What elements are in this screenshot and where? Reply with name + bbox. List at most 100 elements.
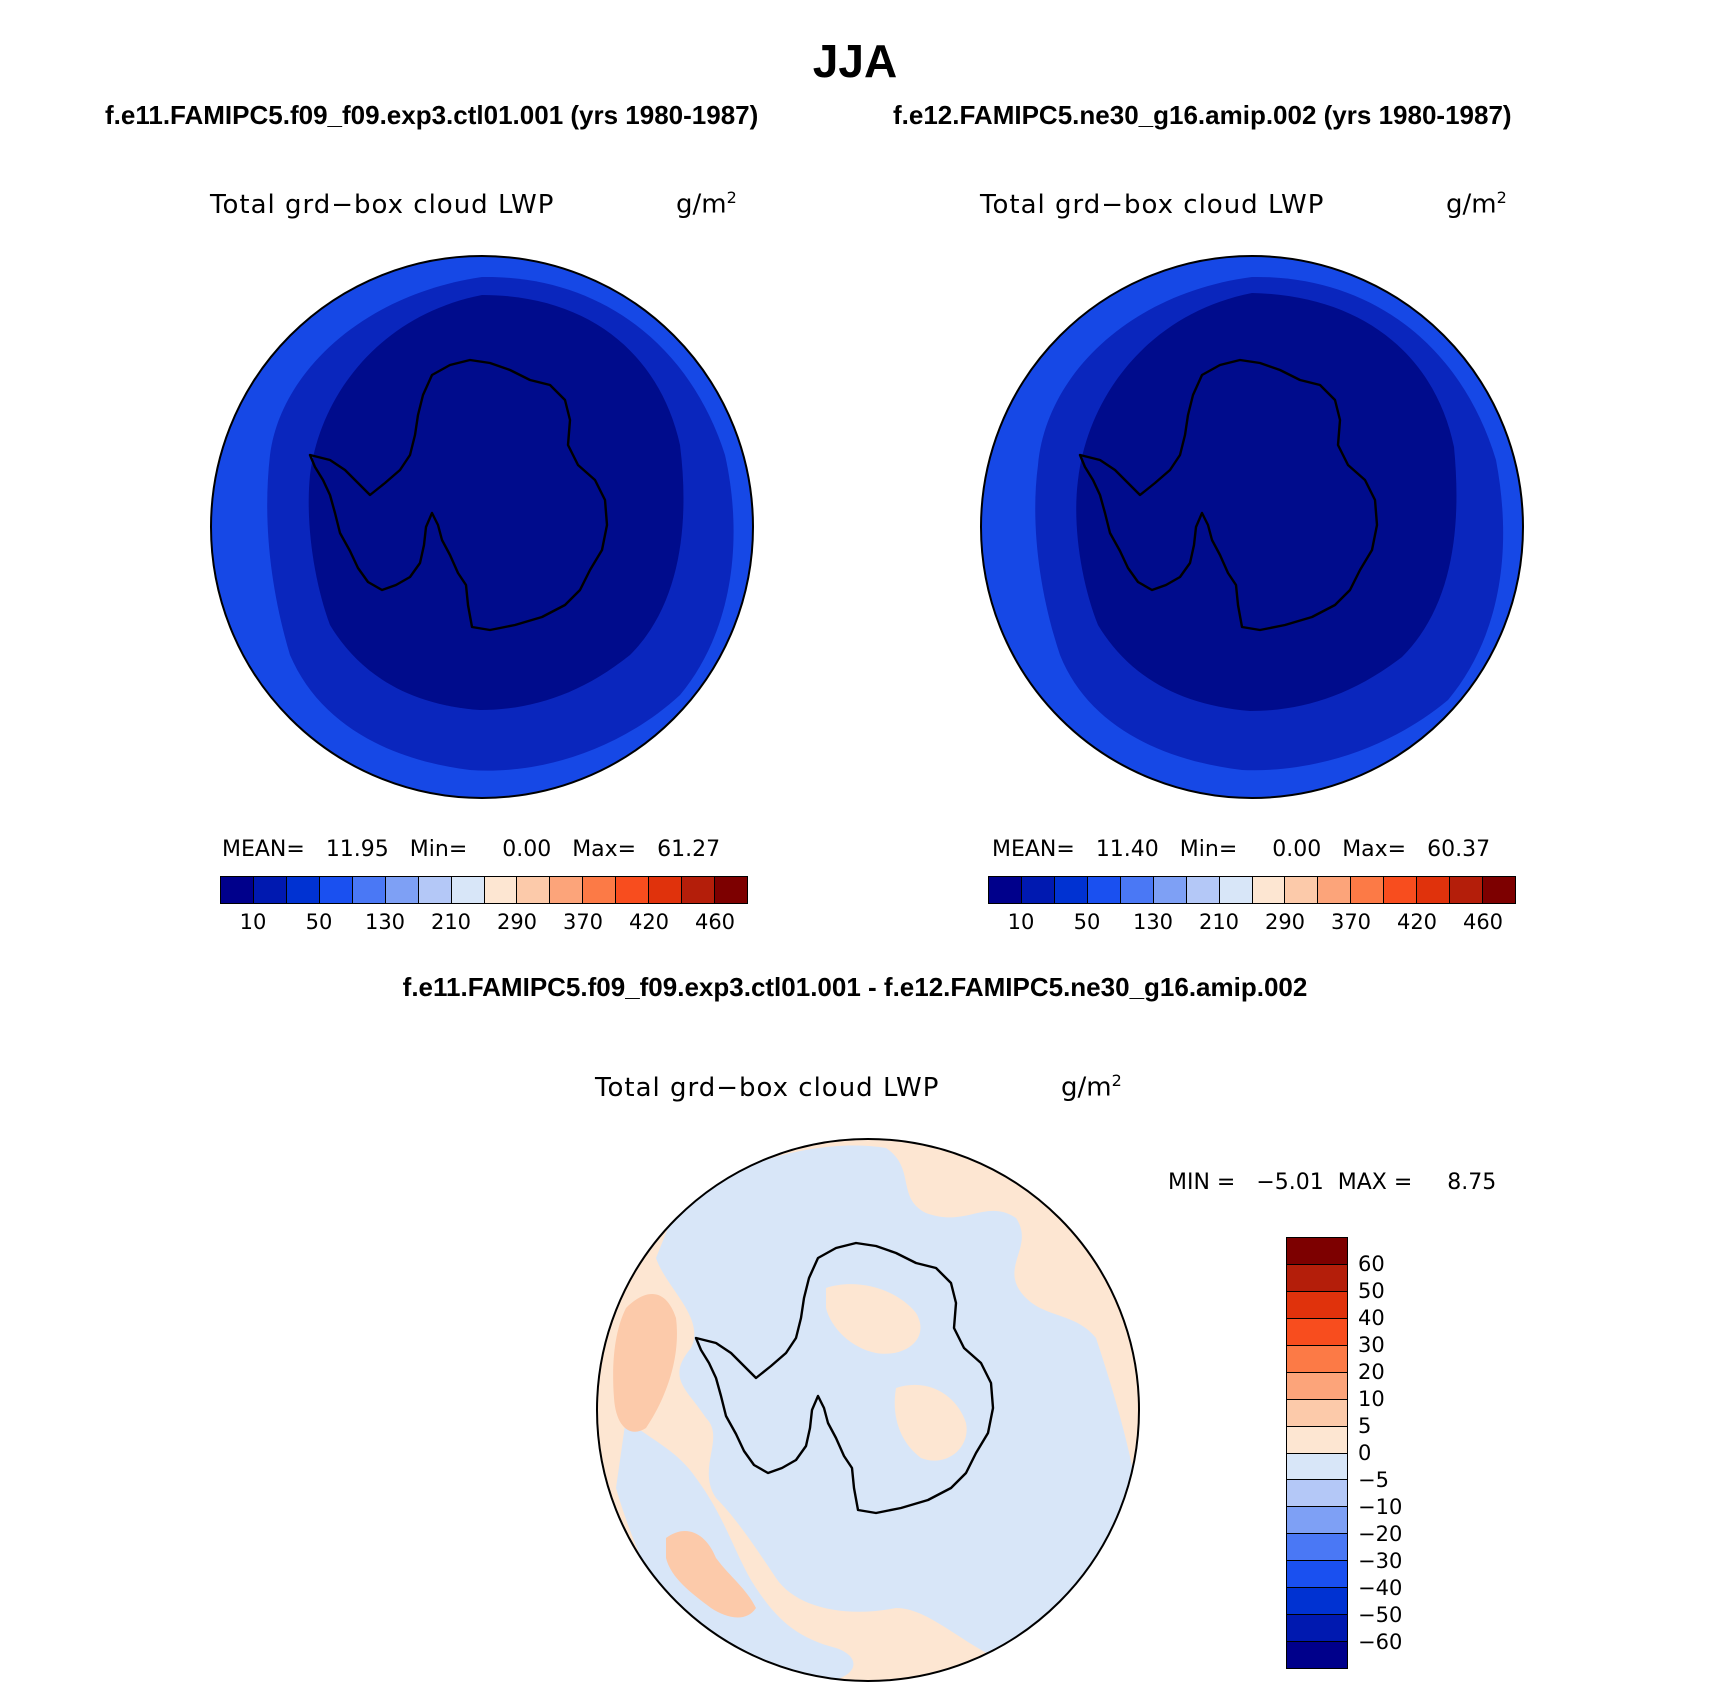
left-case-title: f.e11.FAMIPC5.f09_f09.exp3.ctl01.001 (yr… (105, 100, 759, 130)
colorbar-swatch (385, 877, 419, 903)
colorbar-label: 10 (1358, 1387, 1385, 1411)
colorbar-swatch (1252, 877, 1286, 903)
colorbar-swatch (418, 877, 452, 903)
left-unit-label: g/m2 (676, 188, 737, 220)
colorbar-swatch (1287, 1453, 1347, 1481)
colorbar-swatch (517, 877, 551, 903)
colorbar-swatch (1153, 877, 1187, 903)
colorbar-label: −20 (1358, 1522, 1403, 1546)
right-variable-label: Total grd−box cloud LWP (980, 190, 1325, 220)
colorbar-swatch (1351, 877, 1385, 903)
colorbar-label: 0 (1358, 1441, 1372, 1465)
diff-unit-label: g/m2 (1061, 1071, 1122, 1103)
colorbar-swatch (1087, 877, 1121, 903)
right-map (980, 255, 1524, 799)
difference-title: f.e11.FAMIPC5.f09_f09.exp3.ctl01.001 - f… (402, 972, 1308, 1002)
colorbar-swatch (1287, 1561, 1347, 1589)
colorbar-swatch (1287, 1372, 1347, 1400)
colorbar-label: −50 (1358, 1603, 1403, 1627)
colorbar-swatch (1021, 877, 1055, 903)
colorbar-label: 60 (1358, 1252, 1385, 1276)
colorbar-swatch (1285, 877, 1319, 903)
colorbar-label: 30 (1358, 1333, 1385, 1357)
colorbar-label: 210 (430, 910, 472, 934)
colorbar-swatch (352, 877, 386, 903)
colorbar-label: 420 (1396, 910, 1438, 934)
colorbar-swatch (1287, 1291, 1347, 1319)
colorbar-swatch (989, 877, 1022, 903)
colorbar-label: 290 (496, 910, 538, 934)
figure-title: JJA (812, 35, 898, 87)
colorbar-label: 130 (364, 910, 406, 934)
colorbar-swatch (1287, 1480, 1347, 1508)
colorbar-label: 210 (1198, 910, 1240, 934)
colorbar-swatch (616, 877, 650, 903)
colorbar-swatch (1287, 1399, 1347, 1427)
colorbar-swatch (1287, 1238, 1347, 1265)
left-colorbar (220, 876, 748, 904)
colorbar-label: 290 (1264, 910, 1306, 934)
colorbar-swatch (550, 877, 584, 903)
colorbar-label: 460 (1462, 910, 1504, 934)
colorbar-swatch (451, 877, 485, 903)
colorbar-swatch (1318, 877, 1352, 903)
colorbar-label: 50 (1358, 1279, 1385, 1303)
colorbar-swatch (1384, 877, 1418, 903)
colorbar-swatch (1219, 877, 1253, 903)
left-map-inner-band (308, 295, 684, 710)
colorbar-swatch (1287, 1588, 1347, 1616)
colorbar-label: −5 (1358, 1468, 1389, 1492)
colorbar-swatch (253, 877, 287, 903)
colorbar-swatch (1287, 1642, 1347, 1668)
colorbar-label: −30 (1358, 1549, 1403, 1573)
diff-variable-label: Total grd−box cloud LWP (595, 1073, 940, 1103)
colorbar-label: 40 (1358, 1306, 1385, 1330)
left-stats: MEAN= 11.95 Min= 0.00 Max= 61.27 (222, 837, 721, 862)
left-map (210, 255, 754, 799)
colorbar-label: 370 (562, 910, 604, 934)
colorbar-swatch (319, 877, 353, 903)
colorbar-swatch (1287, 1318, 1347, 1346)
right-colorbar (988, 876, 1516, 904)
colorbar-label: 5 (1358, 1414, 1372, 1438)
difference-colorbar (1286, 1237, 1348, 1669)
right-map-inner-band (1076, 293, 1457, 711)
right-stats: MEAN= 11.40 Min= 0.00 Max= 60.37 (992, 837, 1491, 862)
right-case-title: f.e12.FAMIPC5.ne30_g16.amip.002 (yrs 198… (893, 100, 1512, 130)
diff-map-positive-patch-southwest (666, 1530, 756, 1618)
diff-map-positive-patch-inland-1 (826, 1284, 921, 1354)
right-unit-label: g/m2 (1446, 188, 1507, 220)
diff-map-positive-patch-west (613, 1294, 677, 1432)
colorbar-label: 50 (305, 910, 333, 934)
colorbar-label: 130 (1132, 910, 1174, 934)
colorbar-label: 10 (239, 910, 267, 934)
colorbar-swatch (649, 877, 683, 903)
colorbar-swatch (484, 877, 518, 903)
colorbar-swatch (1450, 877, 1484, 903)
colorbar-swatch (715, 877, 747, 903)
colorbar-swatch (1483, 877, 1515, 903)
colorbar-swatch (1186, 877, 1220, 903)
colorbar-swatch (1120, 877, 1154, 903)
colorbar-swatch (583, 877, 617, 903)
colorbar-swatch (682, 877, 716, 903)
difference-map (596, 1138, 1140, 1682)
colorbar-swatch (1287, 1507, 1347, 1535)
colorbar-label: −40 (1358, 1576, 1403, 1600)
colorbar-label: 460 (694, 910, 736, 934)
colorbar-swatch (1287, 1345, 1347, 1373)
diff-map-positive-patch-inland-2 (894, 1384, 967, 1461)
left-map-antarctica-coastline (308, 358, 609, 632)
colorbar-swatch (1287, 1534, 1347, 1562)
colorbar-label: 420 (628, 910, 670, 934)
colorbar-label: −10 (1358, 1495, 1403, 1519)
colorbar-label: 10 (1007, 910, 1035, 934)
diff-stats: MIN = −5.01 MAX = 8.75 (1168, 1170, 1497, 1195)
diff-map-antarctica-coastline (694, 1241, 995, 1515)
colorbar-swatch (1417, 877, 1451, 903)
colorbar-label: 50 (1073, 910, 1101, 934)
colorbar-swatch (221, 877, 254, 903)
left-variable-label: Total grd−box cloud LWP (210, 190, 555, 220)
right-map-antarctica-coastline (1078, 358, 1379, 632)
colorbar-label: 370 (1330, 910, 1372, 934)
